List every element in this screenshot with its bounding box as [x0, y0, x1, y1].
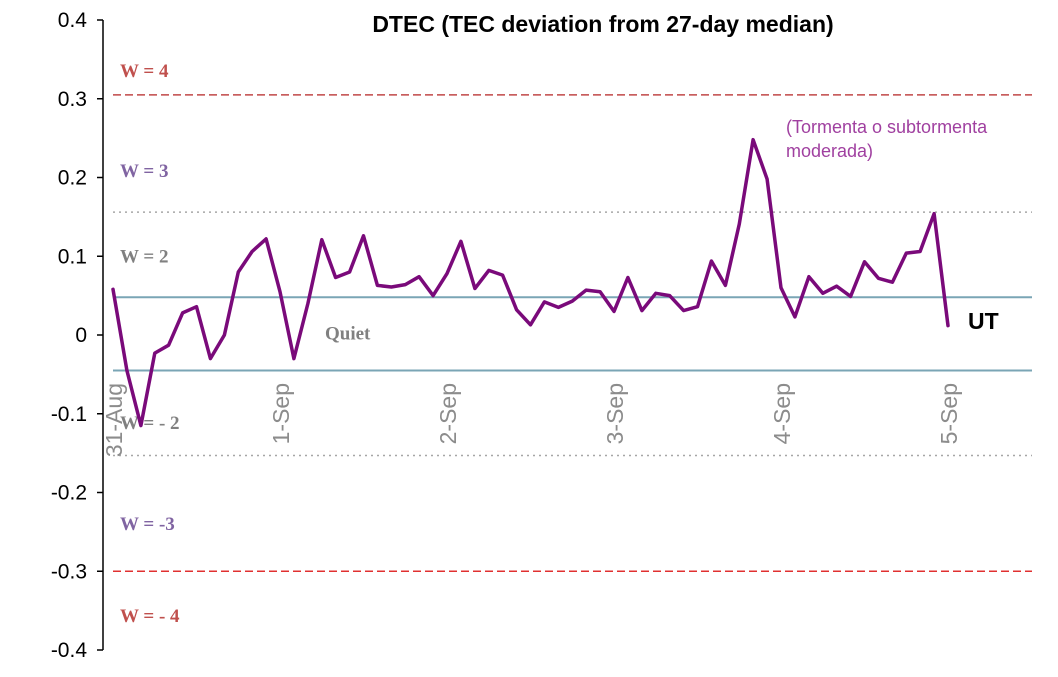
chart-title: DTEC (TEC deviation from 27-day median): [372, 11, 833, 37]
band-label-3: Quiet: [325, 323, 371, 344]
reference-lines: [113, 94, 1032, 572]
x-tick-label-0: 31-Aug: [101, 383, 127, 457]
x-axis-label: UT: [968, 308, 999, 334]
band-label-6: W = - 4: [120, 606, 180, 627]
y-tick-label-4: 0: [75, 324, 87, 347]
series-group: [111, 137, 950, 428]
x-tick-label-2: 2-Sep: [435, 383, 461, 444]
x-tick-label-3: 3-Sep: [602, 383, 628, 444]
y-tick-label-5: -0.1: [51, 403, 87, 426]
annotation-line-2: moderada): [786, 141, 873, 161]
band-label-4: W = - 2: [120, 413, 180, 434]
x-tick-label-1: 1-Sep: [268, 383, 294, 444]
x-tick-label-5: 5-Sep: [936, 383, 962, 444]
y-tick-label-8: -0.4: [51, 639, 88, 662]
y-tick-label-7: -0.3: [51, 560, 87, 583]
y-tick-label-0: 0.4: [58, 9, 88, 32]
band-label-0: W = 4: [120, 61, 169, 82]
y-tick-label-3: 0.1: [58, 245, 87, 268]
y-tick-label-1: 0.3: [58, 88, 87, 111]
y-tick-label-6: -0.2: [51, 482, 87, 505]
series-line-0: [111, 137, 950, 428]
y-tick-label-2: 0.2: [58, 167, 87, 190]
band-label-5: W = -3: [120, 514, 175, 535]
annotation-line-1: (Tormenta o subtormenta: [786, 117, 988, 137]
band-label-2: W = 2: [120, 246, 168, 267]
x-tick-label-4: 4-Sep: [769, 383, 795, 444]
band-labels: W = 4 W = 3 W = 2 Quiet W = - 2 W = -3 W = - 4: [120, 61, 371, 627]
axes: 0.4 0.3 0.2 0.1 0 -0.1 -0.2 -0.3 -0.4 31-Aug 1-Sep…: [51, 9, 962, 662]
band-label-1: W = 3: [120, 161, 168, 182]
